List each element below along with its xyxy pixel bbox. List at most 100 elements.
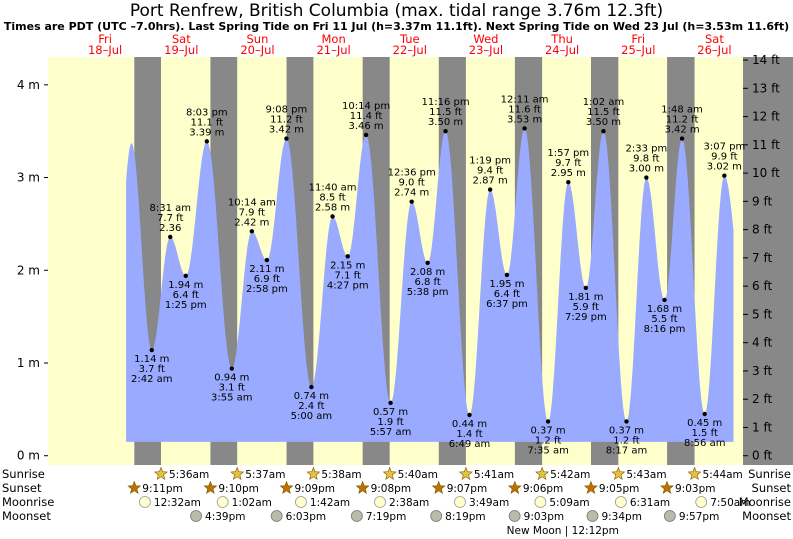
day-label: Wed xyxy=(473,32,498,46)
right-margin xyxy=(743,57,793,465)
moonset-time: 4:39pm xyxy=(205,511,245,523)
tide-label: 7:29 pm xyxy=(565,312,607,323)
tide-label: 3.39 m xyxy=(189,127,224,138)
y-right-tick-label: 8 ft xyxy=(752,223,772,237)
y-left-tick-label: 0 m xyxy=(17,449,40,463)
tide-point xyxy=(504,272,510,278)
tide-label: 0.94 m xyxy=(214,373,249,384)
tide-label: 5.5 ft xyxy=(651,314,677,325)
sunset-icon xyxy=(279,480,294,494)
moonrise-icon xyxy=(216,496,229,508)
y-left-tick-label: 2 m xyxy=(17,263,40,277)
sunrise-icon xyxy=(230,466,245,480)
day-label: Thu xyxy=(550,32,573,46)
tide-label: 3.46 m xyxy=(348,121,383,132)
tide-point xyxy=(624,419,629,424)
moonset-icon xyxy=(350,510,363,522)
tide-label: 3.02 m xyxy=(707,162,742,173)
tide-label: 12:36 pm xyxy=(388,168,436,179)
y-right-tick-label: 4 ft xyxy=(752,336,772,350)
sunrise-time: 5:36am xyxy=(169,469,209,481)
tide-label: 11.2 ft xyxy=(666,115,699,126)
tide-label: 9.9 ft xyxy=(711,152,737,163)
tide-label: 2:58 pm xyxy=(246,284,288,295)
sunset-time: 9:10pm xyxy=(218,483,258,495)
y-right-tick-label: 5 ft xyxy=(752,307,772,321)
sunset-time: 9:11pm xyxy=(142,483,182,495)
tide-label: 2:33 pm xyxy=(625,144,667,155)
date-label: 19–Jul xyxy=(164,43,198,57)
tide-label: 1.94 m xyxy=(168,280,203,291)
moonrise-time: 1:02am xyxy=(232,497,272,509)
sunrise-time: 5:38am xyxy=(321,469,361,481)
tide-point xyxy=(487,187,493,192)
moonrise-time: 3:49am xyxy=(469,497,509,509)
tide-label: 3.7 ft xyxy=(139,364,165,375)
tide-label: 7:35 am xyxy=(527,445,569,456)
sunrise-icon xyxy=(458,466,473,480)
tide-label: 3.00 m xyxy=(629,164,664,175)
sunset-icon xyxy=(127,480,142,494)
tide-label: 3.1 ft xyxy=(219,383,245,394)
row-label-left: Moonrise xyxy=(2,495,54,509)
tide-label: 2.08 m xyxy=(410,267,445,278)
date-label: 20–Jul xyxy=(240,43,274,57)
tide-label: 3:55 am xyxy=(211,393,253,404)
tide-label: 11.6 ft xyxy=(508,104,541,115)
tide-curve xyxy=(126,128,734,442)
y-right-tick-label: 2 ft xyxy=(752,392,772,406)
moonset-icon xyxy=(663,510,676,522)
moonrise-time: 1:42am xyxy=(310,497,350,509)
tide-label: 11.5 ft xyxy=(587,107,620,118)
tide-point xyxy=(229,366,235,371)
tide-label: 3:07 pm xyxy=(703,142,745,153)
tide-label: 2.87 m xyxy=(473,176,508,187)
sunset-time: 9:09pm xyxy=(294,483,334,495)
y-left-tick-label: 1 m xyxy=(17,356,40,370)
tide-label: 0.45 m xyxy=(687,418,722,429)
tide-point xyxy=(662,297,667,303)
tide-point xyxy=(183,273,188,279)
tide-label: 7.1 ft xyxy=(335,270,361,281)
tide-label: 8:56 am xyxy=(684,438,726,449)
tide-label: 2.95 m xyxy=(551,168,586,179)
y-right-tick-label: 13 ft xyxy=(752,81,780,95)
row-label-left: Sunset xyxy=(2,481,42,495)
tide-point xyxy=(702,411,707,417)
sunrise-time: 5:37am xyxy=(245,469,285,481)
chart-subtitle: Times are PDT (UTC –7.0hrs). Last Spring… xyxy=(3,20,790,33)
row-label-right: Sunset xyxy=(752,481,792,495)
tide-label: 11.4 ft xyxy=(350,111,383,122)
sunrise-time: 5:42am xyxy=(550,469,590,481)
moonset-time: 9:57pm xyxy=(679,511,719,523)
tide-label: 8:03 pm xyxy=(186,107,228,118)
tide-label: 7.7 ft xyxy=(157,213,183,224)
tide-label: 0.37 m xyxy=(609,425,644,436)
sunset-icon xyxy=(660,480,674,494)
tide-label: 9.0 ft xyxy=(399,178,425,189)
tide-label: 1:57 pm xyxy=(547,148,589,159)
day-label: Mon xyxy=(321,32,345,46)
y-right-tick-label: 3 ft xyxy=(752,364,772,378)
tide-label: 9:08 pm xyxy=(266,105,308,116)
tide-point xyxy=(601,128,606,134)
moonrise-time: 6:31am xyxy=(630,497,670,509)
sunrise-time: 5:43am xyxy=(626,469,666,481)
tide-label: 11:40 am xyxy=(309,182,357,193)
tide-label: 10:14 pm xyxy=(342,101,390,112)
tide-label: 9.8 ft xyxy=(633,154,659,165)
tide-label: 8:17 am xyxy=(606,445,648,456)
tide-label: 8.5 ft xyxy=(319,192,345,203)
tide-label: 6:37 pm xyxy=(486,299,528,310)
tide-point xyxy=(644,175,649,180)
tide-label: 11.5 ft xyxy=(429,107,462,118)
tide-label: 1.95 m xyxy=(489,279,524,290)
tide-label: 8:31 am xyxy=(149,203,191,214)
tide-point xyxy=(388,400,393,406)
tide-label: 1.2 ft xyxy=(613,435,639,446)
tide-label: 3.50 m xyxy=(586,117,621,128)
tide-point xyxy=(309,384,314,390)
tide-label: 6:49 am xyxy=(449,439,491,450)
sunrise-time: 5:44am xyxy=(703,469,743,481)
